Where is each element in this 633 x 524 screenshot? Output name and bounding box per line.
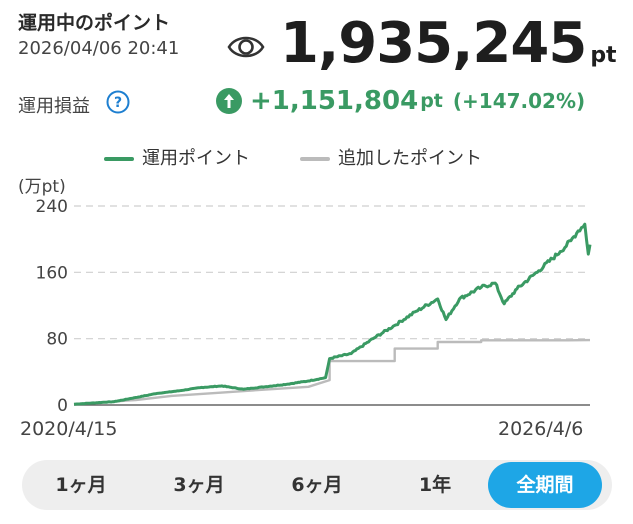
arrow-up-circle-icon <box>216 88 242 114</box>
y-tick-label: 80 <box>46 330 68 350</box>
total-points: 1,935,245 pt <box>280 14 617 74</box>
series-line-operated <box>73 222 592 406</box>
legend-swatch-operated <box>104 157 134 161</box>
legend-swatch-added <box>300 157 330 161</box>
y-tick-label: 0 <box>57 396 68 415</box>
profit-value: +1,151,804 <box>250 86 419 116</box>
profit-percent: (+147.02%) <box>452 89 586 113</box>
line-chart: 0 80 160 240 <box>36 197 592 415</box>
profit-value-row: +1,151,804 pt (+147.02%) <box>216 86 585 116</box>
legend-label-operated: 運用ポイント <box>142 148 250 169</box>
timestamp: 2026/04/06 20:41 <box>18 38 180 59</box>
period-tab-6m[interactable]: 6ヶ月 <box>291 474 343 496</box>
legend-item-operated: 運用ポイント <box>104 144 250 170</box>
legend-label-added: 追加したポイント <box>338 148 482 169</box>
svg-text:?: ? <box>114 95 122 111</box>
profit-label: 運用損益 <box>18 96 90 117</box>
profit-unit: pt <box>420 90 443 112</box>
series-line-added <box>73 338 591 406</box>
period-tab-1m[interactable]: 1ヶ月 <box>55 474 107 496</box>
x-axis-label-end: 2026/4/6 <box>498 418 584 440</box>
total-points-unit: pt <box>590 43 617 68</box>
legend-item-added: 追加したポイント <box>300 144 482 170</box>
period-tab-1y[interactable]: 1年 <box>418 474 452 496</box>
period-selector: 1ヶ月 3ヶ月 6ヶ月 1年 全期間 <box>22 460 612 510</box>
question-icon[interactable]: ? <box>106 90 130 114</box>
period-tab-3m[interactable]: 3ヶ月 <box>173 474 225 496</box>
eye-icon[interactable] <box>226 30 266 64</box>
y-tick-label: 160 <box>36 263 68 283</box>
page-title: 運用中のポイント <box>18 12 171 34</box>
y-tick-label: 240 <box>36 197 68 217</box>
period-tab-all[interactable]: 全期間 <box>488 462 602 508</box>
x-axis-label-start: 2020/4/15 <box>20 418 118 440</box>
total-points-value: 1,935,245 <box>280 11 587 76</box>
chart-unit-label: (万pt) <box>18 177 66 197</box>
